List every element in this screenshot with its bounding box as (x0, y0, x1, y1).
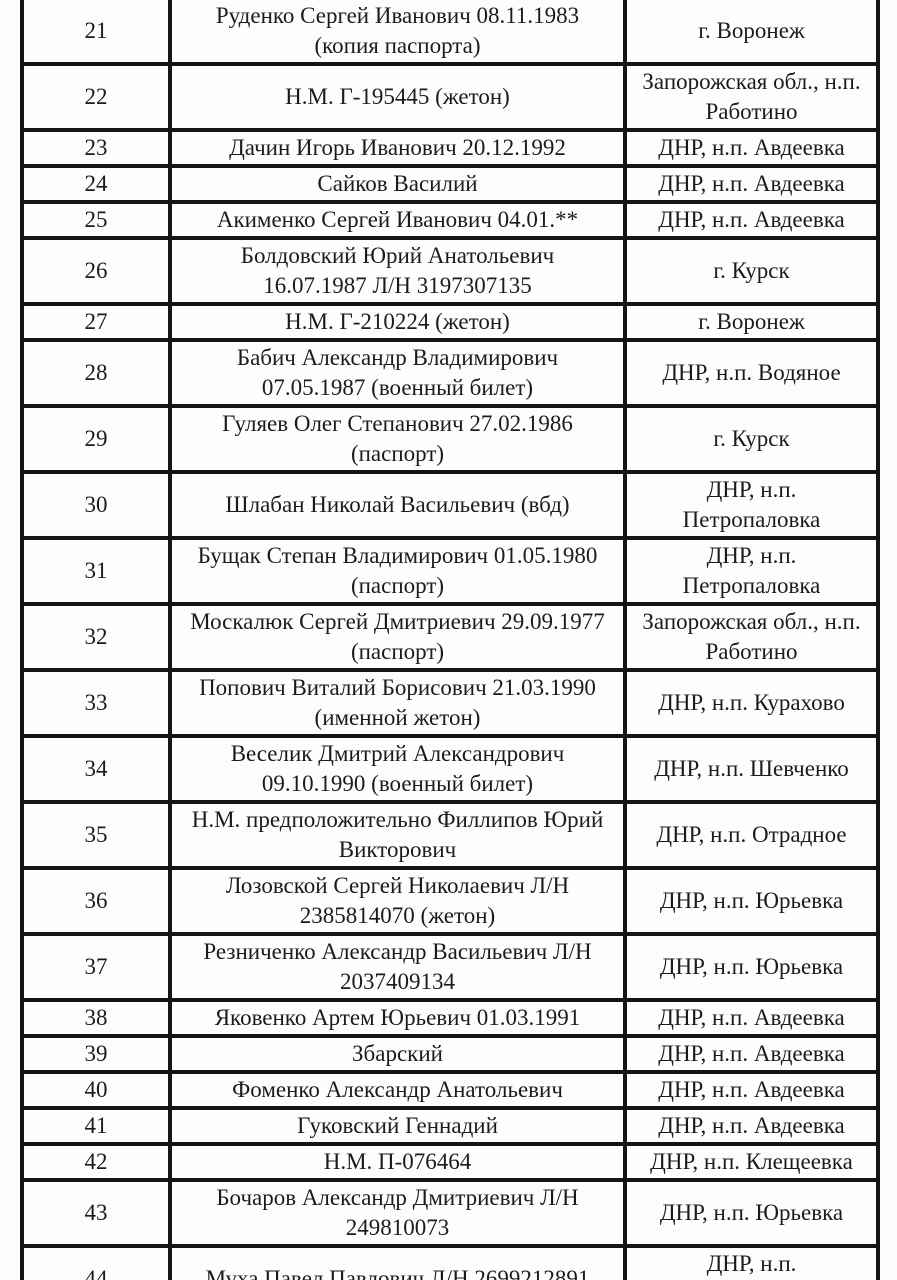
row-number-cell: 39 (20, 1034, 172, 1074)
row-name-cell: Болдовский Юрий Анатольевич 16.07.1987 Л… (168, 236, 627, 306)
row-name-cell: Бабич Александр Владимирович 07.05.1987 … (168, 338, 627, 408)
row-number-cell: 21 (20, 0, 172, 66)
row-number-cell: 33 (20, 668, 172, 738)
row-place-cell: ДНР, н.п. Юрьевка (623, 866, 880, 936)
prisoner-table-body: 21 Руденко Сергей Иванович 08.11.1983 (к… (20, 0, 880, 1280)
row-name-cell: Сайков Василий (168, 164, 627, 204)
row-number-cell: 43 (20, 1178, 172, 1248)
table-row: 21 Руденко Сергей Иванович 08.11.1983 (к… (20, 0, 880, 66)
row-name-cell: Бочаров Александр Дмитриевич Л/Н 2498100… (168, 1178, 627, 1248)
row-number-cell: 36 (20, 866, 172, 936)
row-number-cell: 44 (20, 1244, 172, 1280)
prisoner-list-table: 21 Руденко Сергей Иванович 08.11.1983 (к… (20, 0, 880, 1280)
row-place-cell: ДНР, н.п. Новопустынка (623, 1244, 880, 1280)
row-name-cell: Бущак Степан Владимирович 01.05.1980 (па… (168, 536, 627, 606)
row-name-cell: Гуляев Олег Степанович 27.02.1986 (паспо… (168, 404, 627, 474)
row-number-cell: 32 (20, 602, 172, 672)
table-row: 37 Резниченко Александр Васильевич Л/Н 2… (20, 932, 880, 1002)
row-number-cell: 31 (20, 536, 172, 606)
row-place-cell: ДНР, н.п. Водяное (623, 338, 880, 408)
row-number-cell: 42 (20, 1142, 172, 1182)
row-number-cell: 35 (20, 800, 172, 870)
table-row: 44 Муха Павел Павлович Л/Н 2699212891 ДН… (20, 1244, 880, 1280)
row-place-cell: ДНР, н.п. Шевченко (623, 734, 880, 804)
row-name-cell: Гуковский Геннадий (168, 1106, 627, 1146)
row-name-cell: Москалюк Сергей Дмитриевич 29.09.1977 (п… (168, 602, 627, 672)
row-place-cell: ДНР, н.п. Авдеевка (623, 1034, 880, 1074)
row-place-cell: Запорожская обл., н.п. Работино (623, 602, 880, 672)
row-name-cell: Лозовской Сергей Николаевич Л/Н 23858140… (168, 866, 627, 936)
row-number-cell: 26 (20, 236, 172, 306)
table-row: 25 Акименко Сергей Иванович 04.01.** ДНР… (20, 200, 880, 240)
row-place-cell: ДНР, н.п. Курахово (623, 668, 880, 738)
row-place-cell: Запорожская обл., н.п. Работино (623, 62, 880, 132)
row-number-cell: 23 (20, 128, 172, 168)
table-row: 41 Гуковский Геннадий ДНР, н.п. Авдеевка (20, 1106, 880, 1146)
row-place-cell: ДНР, н.п. Авдеевка (623, 128, 880, 168)
row-name-cell: Руденко Сергей Иванович 08.11.1983 (копи… (168, 0, 627, 66)
row-number-cell: 34 (20, 734, 172, 804)
row-name-cell: Дачин Игорь Иванович 20.12.1992 (168, 128, 627, 168)
row-name-cell: Яковенко Артем Юрьевич 01.03.1991 (168, 998, 627, 1038)
row-name-cell: Резниченко Александр Васильевич Л/Н 2037… (168, 932, 627, 1002)
table-row: 24 Сайков Василий ДНР, н.п. Авдеевка (20, 164, 880, 204)
row-place-cell: г. Воронеж (623, 302, 880, 342)
table-row: 31 Бущак Степан Владимирович 01.05.1980 … (20, 536, 880, 606)
row-place-cell: ДНР, н.п. Авдеевка (623, 1106, 880, 1146)
table-row: 38 Яковенко Артем Юрьевич 01.03.1991 ДНР… (20, 998, 880, 1038)
table-row: 43 Бочаров Александр Дмитриевич Л/Н 2498… (20, 1178, 880, 1248)
row-place-cell: ДНР, н.п. Авдеевка (623, 1070, 880, 1110)
row-number-cell: 37 (20, 932, 172, 1002)
row-name-cell: Н.М. Г-210224 (жетон) (168, 302, 627, 342)
row-name-cell: Веселик Дмитрий Александрович 09.10.1990… (168, 734, 627, 804)
row-place-cell: ДНР, н.п. Авдеевка (623, 998, 880, 1038)
row-place-cell: ДНР, н.п. Клещеевка (623, 1142, 880, 1182)
row-number-cell: 40 (20, 1070, 172, 1110)
table-row: 36 Лозовской Сергей Николаевич Л/Н 23858… (20, 866, 880, 936)
row-place-cell: ДНР, н.п. Юрьевка (623, 1178, 880, 1248)
row-name-cell: Н.М. Г-195445 (жетон) (168, 62, 627, 132)
row-place-cell: г. Курск (623, 404, 880, 474)
row-place-cell: ДНР, н.п. Петропаловка (623, 470, 880, 540)
row-place-cell: ДНР, н.п. Авдеевка (623, 164, 880, 204)
row-name-cell: Фоменко Александр Анатольевич (168, 1070, 627, 1110)
row-name-cell: Акименко Сергей Иванович 04.01.** (168, 200, 627, 240)
row-name-cell: Н.М. предположительно Филлипов Юрий Викт… (168, 800, 627, 870)
row-number-cell: 41 (20, 1106, 172, 1146)
row-place-cell: ДНР, н.п. Авдеевка (623, 200, 880, 240)
table-row: 27 Н.М. Г-210224 (жетон) г. Воронеж (20, 302, 880, 342)
row-number-cell: 25 (20, 200, 172, 240)
row-name-cell: Шлабан Николай Васильевич (вбд) (168, 470, 627, 540)
row-number-cell: 27 (20, 302, 172, 342)
row-place-cell: ДНР, н.п. Петропаловка (623, 536, 880, 606)
table-row: 30 Шлабан Николай Васильевич (вбд) ДНР, … (20, 470, 880, 540)
table-row: 33 Попович Виталий Борисович 21.03.1990 … (20, 668, 880, 738)
table-row: 42 Н.М. П-076464 ДНР, н.п. Клещеевка (20, 1142, 880, 1182)
table-row: 32 Москалюк Сергей Дмитриевич 29.09.1977… (20, 602, 880, 672)
row-name-cell: Н.М. П-076464 (168, 1142, 627, 1182)
row-place-cell: ДНР, н.п. Юрьевка (623, 932, 880, 1002)
row-number-cell: 30 (20, 470, 172, 540)
row-number-cell: 28 (20, 338, 172, 408)
row-place-cell: г. Воронеж (623, 0, 880, 66)
row-name-cell: Попович Виталий Борисович 21.03.1990 (им… (168, 668, 627, 738)
table-row: 26 Болдовский Юрий Анатольевич 16.07.198… (20, 236, 880, 306)
row-name-cell: Збарский (168, 1034, 627, 1074)
row-place-cell: ДНР, н.п. Отрадное (623, 800, 880, 870)
row-number-cell: 24 (20, 164, 172, 204)
table-row: 28 Бабич Александр Владимирович 07.05.19… (20, 338, 880, 408)
row-place-cell: г. Курск (623, 236, 880, 306)
table-row: 29 Гуляев Олег Степанович 27.02.1986 (па… (20, 404, 880, 474)
row-number-cell: 22 (20, 62, 172, 132)
table-row: 35 Н.М. предположительно Филлипов Юрий В… (20, 800, 880, 870)
table-row: 22 Н.М. Г-195445 (жетон) Запорожская обл… (20, 62, 880, 132)
table-row: 40 Фоменко Александр Анатольевич ДНР, н.… (20, 1070, 880, 1110)
table-row: 23 Дачин Игорь Иванович 20.12.1992 ДНР, … (20, 128, 880, 168)
row-number-cell: 29 (20, 404, 172, 474)
row-number-cell: 38 (20, 998, 172, 1038)
table-row: 34 Веселик Дмитрий Александрович 09.10.1… (20, 734, 880, 804)
row-name-cell: Муха Павел Павлович Л/Н 2699212891 (168, 1244, 627, 1280)
table-row: 39 Збарский ДНР, н.п. Авдеевка (20, 1034, 880, 1074)
